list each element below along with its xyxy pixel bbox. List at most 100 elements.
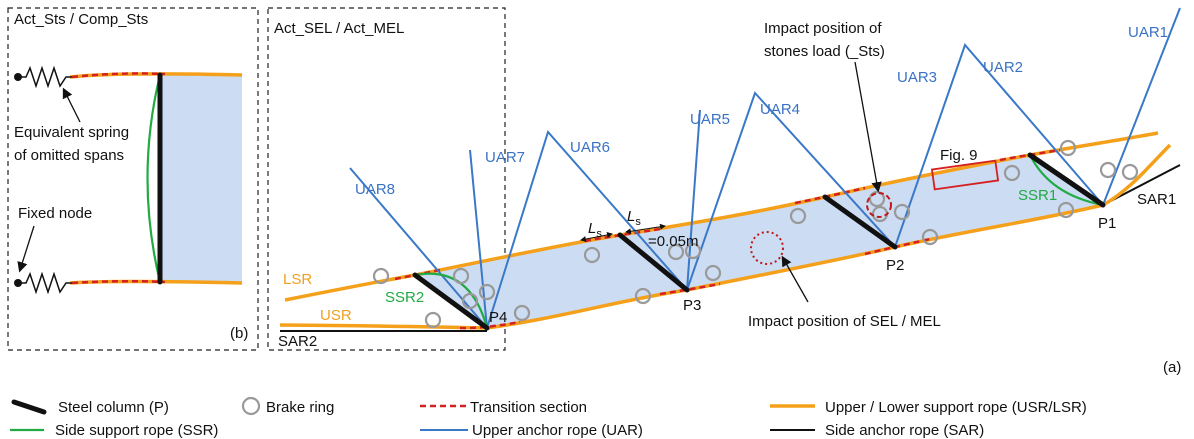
dimension [625, 223, 666, 235]
rope-label: USR [320, 307, 352, 324]
steel-column [1027, 152, 1106, 208]
fixed-node [14, 279, 22, 287]
brake-ring [452, 267, 470, 285]
dimension-label: Ls [627, 208, 641, 228]
annotation: Impact position of [764, 20, 882, 37]
transition-section [71, 279, 166, 285]
rope-label: UAR6 [570, 139, 610, 156]
rope-label: UAR2 [983, 59, 1023, 76]
brake-ring [684, 242, 702, 260]
arrow [781, 255, 809, 303]
arrow [62, 87, 81, 123]
brake-ring [513, 304, 531, 322]
brake-ring [634, 287, 652, 305]
brake-ring [583, 246, 601, 264]
upper-anchor-rope [686, 109, 701, 291]
legend-label: Transition section [470, 399, 587, 416]
rope-label: UAR8 [355, 181, 395, 198]
rope-label: UAR7 [485, 149, 525, 166]
symbol: L [588, 220, 596, 237]
steel-column [412, 272, 490, 331]
brake-ring [1057, 201, 1075, 219]
brake-ring [372, 267, 390, 285]
panel-title: Act_SEL / Act_MEL [274, 20, 404, 37]
brake-ring [704, 264, 722, 282]
rope-label: UAR3 [897, 69, 937, 86]
brake-ring [478, 283, 496, 301]
brake-rings [372, 139, 1139, 329]
side-support-rope [1029, 154, 1104, 207]
rope-label: SSR2 [385, 289, 424, 306]
dimension-value: =0.05m [648, 233, 698, 250]
rope-label: SAR1 [1137, 191, 1176, 208]
panel-tag: (a) [1163, 359, 1181, 376]
legend: Steel column (P) Brake ring Transition s… [10, 396, 1087, 439]
brake-ring [667, 243, 685, 261]
rope-label: UAR1 [1128, 24, 1168, 41]
transition-section [394, 268, 441, 281]
rope-label: UAR4 [760, 101, 800, 118]
subscript: s [596, 228, 602, 240]
legend-symbol [241, 396, 261, 416]
brake-ring [1121, 163, 1139, 181]
steel-column [617, 232, 690, 293]
impact-position [750, 231, 784, 265]
dimension [580, 232, 613, 242]
fixed-node [14, 73, 22, 81]
legend-label: Brake ring [266, 399, 334, 416]
transition-section [794, 186, 866, 205]
brake-ring [893, 203, 911, 221]
rope-label: LSR [283, 271, 312, 288]
annotation: Fixed node [18, 205, 92, 222]
brake-ring [424, 311, 442, 329]
rope-label: UAR5 [690, 111, 730, 128]
brake-ring [789, 207, 807, 225]
panel-tag: (b) [230, 325, 248, 342]
legend-label: Upper anchor rope (UAR) [472, 422, 643, 439]
figure-ref: Fig. 9 [940, 147, 978, 164]
panel-frame [267, 7, 506, 351]
transition-section [999, 148, 1061, 162]
legend-label: Side anchor rope (SAR) [825, 422, 984, 439]
annotation: of omitted spans [14, 147, 124, 164]
dimension-label: Ls [588, 220, 602, 240]
rope-label: SSR1 [1018, 187, 1057, 204]
net-area [415, 155, 1103, 328]
brake-ring [461, 292, 479, 310]
steel-column [822, 194, 898, 250]
brake-ring [1099, 161, 1117, 179]
spring [18, 271, 72, 295]
legend-label: Steel column (P) [58, 399, 169, 416]
panel-frame [7, 7, 259, 351]
panel-b: Act_Sts / Comp_Sts Equivalent spring of … [7, 7, 259, 351]
column-label: P3 [683, 297, 701, 314]
rope-label: SAR2 [278, 333, 317, 350]
subscript: s [635, 216, 641, 228]
figure-ref-box [930, 159, 1000, 191]
panel-title: Act_Sts / Comp_Sts [14, 11, 148, 28]
panel-a: Act_SEL / Act_MEL UAR1 UAR2 UAR3 UAR4 UA… [267, 7, 1181, 376]
upper-anchor-rope [349, 7, 1181, 331]
arrow [17, 225, 35, 273]
legend-label: Side support rope (SSR) [55, 422, 218, 439]
net-area [160, 74, 242, 282]
impact-position [866, 192, 892, 218]
transition-section [864, 237, 931, 256]
column-label: P4 [489, 309, 507, 326]
spring [18, 65, 72, 89]
column-label: P2 [886, 257, 904, 274]
column-label: P1 [1098, 215, 1116, 232]
lower-rope [279, 143, 1172, 330]
legend-symbol [11, 399, 47, 415]
brake-ring [921, 228, 939, 246]
annotation: stones load (_Sts) [764, 43, 885, 60]
side-support-rope [146, 74, 162, 283]
annotation: Equivalent spring [14, 124, 129, 141]
legend-label: Upper / Lower support rope (USR/LSR) [825, 399, 1087, 416]
brake-ring [1003, 164, 1021, 182]
annotation: Impact position of SEL / MEL [748, 313, 941, 330]
arrow [854, 61, 882, 193]
transition-section [71, 72, 166, 79]
symbol: L [627, 208, 635, 225]
